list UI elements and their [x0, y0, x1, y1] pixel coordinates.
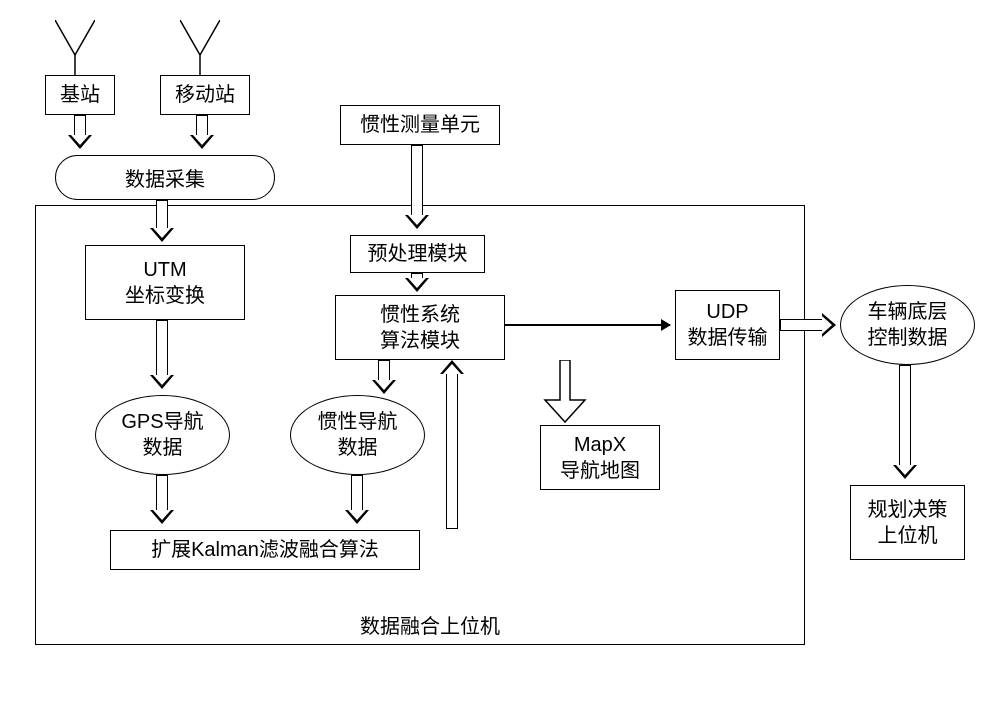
- arrow-utm-to-gps: [150, 320, 174, 389]
- label-l1: MapX: [574, 432, 626, 458]
- label-l2: 导航地图: [560, 458, 640, 484]
- arrow-isys-to-udp: [505, 324, 670, 326]
- arrow-mobile-to-collect: [190, 115, 214, 149]
- label-l1: UTM: [143, 257, 186, 283]
- label: 基站: [60, 82, 100, 108]
- node-inertial-sys: 惯性系统 算法模块: [335, 295, 505, 360]
- arrow-isys-to-mapx: [505, 360, 625, 430]
- label-l2: 坐标变换: [125, 283, 205, 309]
- label-l2: 上位机: [878, 523, 938, 549]
- node-imu: 惯性测量单元: [340, 105, 500, 145]
- label-l1: 惯性导航: [318, 409, 398, 435]
- node-planning: 规划决策 上位机: [850, 485, 965, 560]
- node-vehicle-ctrl: 车辆底层 控制数据: [840, 285, 975, 365]
- label-l1: 车辆底层: [868, 299, 948, 325]
- arrow-vehicle-to-planning: [893, 365, 917, 479]
- label: 移动站: [175, 82, 235, 108]
- label: 惯性测量单元: [360, 112, 480, 138]
- label-l2: 控制数据: [868, 325, 948, 351]
- node-data-collect: 数据采集: [55, 155, 275, 200]
- node-gps-nav: GPS导航 数据: [95, 395, 230, 475]
- arrow-udp-to-vehicle: [780, 313, 836, 337]
- arrow-imu-to-preprocess: [405, 145, 429, 229]
- node-inertial-nav: 惯性导航 数据: [290, 395, 425, 475]
- antenna-right: [180, 20, 220, 75]
- node-udp: UDP 数据传输: [675, 290, 780, 360]
- label-l1: GPS导航: [121, 409, 203, 435]
- label-l2: 算法模块: [380, 328, 460, 354]
- antenna-left: [55, 20, 95, 75]
- arrow-preprocess-to-isys: [405, 273, 429, 292]
- node-kalman: 扩展Kalman滤波融合算法: [110, 530, 420, 570]
- label-l1: 规划决策: [868, 497, 948, 523]
- arrow-collect-to-utm: [150, 200, 174, 242]
- label-l1: UDP: [706, 299, 748, 325]
- container-label: 数据融合上位机: [360, 610, 500, 639]
- label-l1: 惯性系统: [380, 302, 460, 328]
- node-utm: UTM 坐标变换: [85, 245, 245, 320]
- label-l2: 数据: [143, 435, 183, 461]
- arrow-inav-to-kalman: [345, 475, 369, 524]
- arrow-base-to-collect: [68, 115, 92, 149]
- node-preprocess: 预处理模块: [350, 235, 485, 273]
- node-mobile-station: 移动站: [160, 75, 250, 115]
- label-l2: 数据: [338, 435, 378, 461]
- arrow-kalman-to-isys: [440, 360, 464, 529]
- node-mapx: MapX 导航地图: [540, 425, 660, 490]
- arrow-isys-to-inav: [372, 360, 396, 394]
- label: 扩展Kalman滤波融合算法: [151, 537, 379, 563]
- label: 数据采集: [125, 163, 205, 192]
- arrow-gps-to-kalman: [150, 475, 174, 524]
- node-base-station: 基站: [45, 75, 115, 115]
- label: 预处理模块: [368, 241, 468, 267]
- label-l2: 数据传输: [688, 325, 768, 351]
